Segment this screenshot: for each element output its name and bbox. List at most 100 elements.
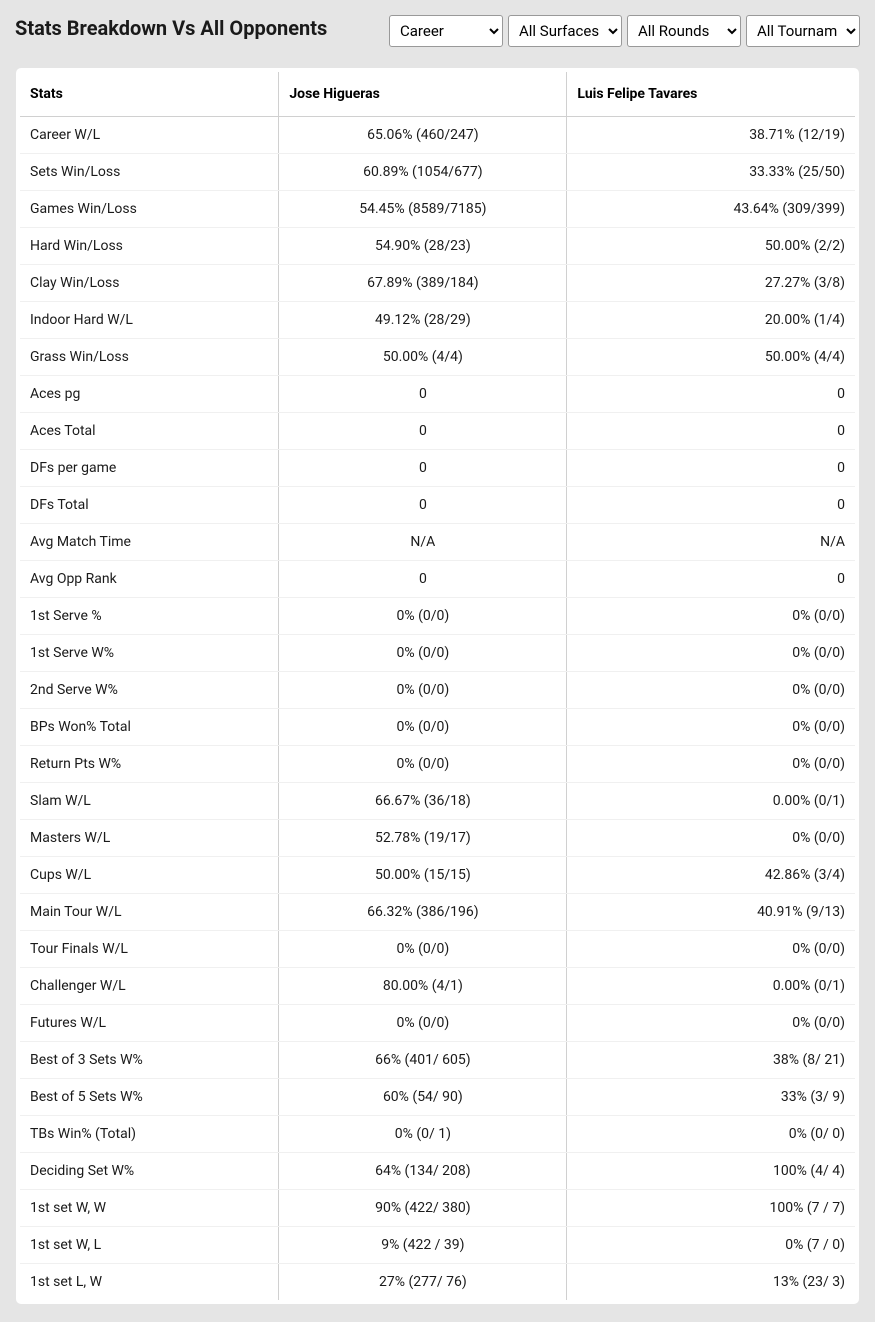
stat-label-cell: Slam W/L	[20, 783, 279, 820]
stat-label-cell: 1st set W, W	[20, 1190, 279, 1227]
table-row: Futures W/L0% (0/0)0% (0/0)	[20, 1005, 855, 1042]
stat-value-cell: 0	[279, 561, 567, 598]
stat-label-cell: Deciding Set W%	[20, 1153, 279, 1190]
stat-value-cell: 42.86% (3/4)	[567, 857, 855, 894]
filter-tournament-select[interactable]: All Tournaments	[746, 15, 860, 47]
stat-value-cell: 64% (134/ 208)	[279, 1153, 567, 1190]
stat-label-cell: 1st set L, W	[20, 1264, 279, 1301]
table-row: Sets Win/Loss60.89% (1054/677)33.33% (25…	[20, 154, 855, 191]
stat-value-cell: 0% (0/0)	[567, 635, 855, 672]
stat-label-cell: Best of 5 Sets W%	[20, 1079, 279, 1116]
table-row: DFs Total00	[20, 487, 855, 524]
table-row: Masters W/L52.78% (19/17)0% (0/0)	[20, 820, 855, 857]
table-row: Avg Opp Rank00	[20, 561, 855, 598]
stat-value-cell: 13% (23/ 3)	[567, 1264, 855, 1301]
stat-value-cell: 54.90% (28/23)	[279, 228, 567, 265]
table-row: 1st Serve W%0% (0/0)0% (0/0)	[20, 635, 855, 672]
table-row: 1st set W, L9% (422 / 39)0% (7 / 0)	[20, 1227, 855, 1264]
filter-career-select[interactable]: Career	[389, 15, 503, 47]
stat-value-cell: 0	[279, 376, 567, 413]
stat-value-cell: 0% (7 / 0)	[567, 1227, 855, 1264]
stat-value-cell: 50.00% (15/15)	[279, 857, 567, 894]
stat-value-cell: 60.89% (1054/677)	[279, 154, 567, 191]
stat-label-cell: Futures W/L	[20, 1005, 279, 1042]
stat-value-cell: 0% (0/0)	[567, 672, 855, 709]
stat-value-cell: 54.45% (8589/7185)	[279, 191, 567, 228]
stat-value-cell: 0% (0/ 1)	[279, 1116, 567, 1153]
stat-value-cell: 0% (0/ 0)	[567, 1116, 855, 1153]
stat-label-cell: DFs Total	[20, 487, 279, 524]
stat-value-cell: 0% (0/0)	[279, 598, 567, 635]
stat-label-cell: 2nd Serve W%	[20, 672, 279, 709]
stat-value-cell: 50.00% (2/2)	[567, 228, 855, 265]
stat-value-cell: 0	[279, 487, 567, 524]
table-row: Career W/L65.06% (460/247)38.71% (12/19)	[20, 117, 855, 154]
table-row: Hard Win/Loss54.90% (28/23)50.00% (2/2)	[20, 228, 855, 265]
stat-value-cell: 100% (7 / 7)	[567, 1190, 855, 1227]
stat-value-cell: 0% (0/0)	[279, 931, 567, 968]
stat-value-cell: 67.89% (389/184)	[279, 265, 567, 302]
stat-value-cell: N/A	[279, 524, 567, 561]
stat-value-cell: 0% (0/0)	[567, 709, 855, 746]
stat-label-cell: Aces Total	[20, 413, 279, 450]
table-row: Avg Match TimeN/AN/A	[20, 524, 855, 561]
table-row: Aces pg00	[20, 376, 855, 413]
stat-value-cell: 0% (0/0)	[567, 931, 855, 968]
stat-value-cell: 60% (54/ 90)	[279, 1079, 567, 1116]
stat-label-cell: Avg Match Time	[20, 524, 279, 561]
stat-value-cell: 0	[567, 487, 855, 524]
table-row: Games Win/Loss54.45% (8589/7185)43.64% (…	[20, 191, 855, 228]
filter-round-select[interactable]: All Rounds	[627, 15, 741, 47]
col-header-player2: Luis Felipe Tavares	[567, 72, 855, 117]
stat-value-cell: 80.00% (4/1)	[279, 968, 567, 1005]
stat-label-cell: Challenger W/L	[20, 968, 279, 1005]
stat-value-cell: 50.00% (4/4)	[567, 339, 855, 376]
table-row: Slam W/L66.67% (36/18)0.00% (0/1)	[20, 783, 855, 820]
table-row: Tour Finals W/L0% (0/0)0% (0/0)	[20, 931, 855, 968]
table-row: BPs Won% Total0% (0/0)0% (0/0)	[20, 709, 855, 746]
stat-label-cell: 1st Serve W%	[20, 635, 279, 672]
table-row: TBs Win% (Total)0% (0/ 1)0% (0/ 0)	[20, 1116, 855, 1153]
stat-value-cell: 0% (0/0)	[279, 709, 567, 746]
stat-value-cell: 9% (422 / 39)	[279, 1227, 567, 1264]
filter-bar: Career All Surfaces All Rounds All Tourn…	[389, 15, 860, 47]
stat-value-cell: 50.00% (4/4)	[279, 339, 567, 376]
table-row: Clay Win/Loss67.89% (389/184)27.27% (3/8…	[20, 265, 855, 302]
table-row: Best of 3 Sets W%66% (401/ 605)38% (8/ 2…	[20, 1042, 855, 1079]
table-row: 2nd Serve W%0% (0/0)0% (0/0)	[20, 672, 855, 709]
table-row: Best of 5 Sets W%60% (54/ 90)33% (3/ 9)	[20, 1079, 855, 1116]
stat-value-cell: 52.78% (19/17)	[279, 820, 567, 857]
stat-label-cell: Avg Opp Rank	[20, 561, 279, 598]
stat-value-cell: N/A	[567, 524, 855, 561]
stat-value-cell: 66.67% (36/18)	[279, 783, 567, 820]
stat-value-cell: 0	[567, 376, 855, 413]
stat-value-cell: 43.64% (309/399)	[567, 191, 855, 228]
stat-value-cell: 0.00% (0/1)	[567, 968, 855, 1005]
stat-value-cell: 0.00% (0/1)	[567, 783, 855, 820]
stat-value-cell: 0	[279, 450, 567, 487]
stat-value-cell: 0% (0/0)	[279, 746, 567, 783]
stat-label-cell: BPs Won% Total	[20, 709, 279, 746]
stats-table-container: Stats Jose Higueras Luis Felipe Tavares …	[15, 67, 860, 1305]
stat-value-cell: 0% (0/0)	[279, 672, 567, 709]
table-row: Challenger W/L80.00% (4/1)0.00% (0/1)	[20, 968, 855, 1005]
stats-table: Stats Jose Higueras Luis Felipe Tavares …	[20, 72, 855, 1300]
table-row: Indoor Hard W/L49.12% (28/29)20.00% (1/4…	[20, 302, 855, 339]
stat-value-cell: 33.33% (25/50)	[567, 154, 855, 191]
stat-value-cell: 0	[279, 413, 567, 450]
stat-label-cell: Best of 3 Sets W%	[20, 1042, 279, 1079]
stat-value-cell: 20.00% (1/4)	[567, 302, 855, 339]
table-row: 1st set L, W27% (277/ 76)13% (23/ 3)	[20, 1264, 855, 1301]
stat-label-cell: Return Pts W%	[20, 746, 279, 783]
stat-label-cell: Masters W/L	[20, 820, 279, 857]
table-row: DFs per game00	[20, 450, 855, 487]
stat-label-cell: Indoor Hard W/L	[20, 302, 279, 339]
col-header-player1: Jose Higueras	[279, 72, 567, 117]
stat-value-cell: 27.27% (3/8)	[567, 265, 855, 302]
stat-value-cell: 49.12% (28/29)	[279, 302, 567, 339]
stat-label-cell: DFs per game	[20, 450, 279, 487]
filter-surface-select[interactable]: All Surfaces	[508, 15, 622, 47]
stat-value-cell: 0% (0/0)	[567, 820, 855, 857]
stat-value-cell: 0% (0/0)	[567, 746, 855, 783]
stat-value-cell: 100% (4/ 4)	[567, 1153, 855, 1190]
